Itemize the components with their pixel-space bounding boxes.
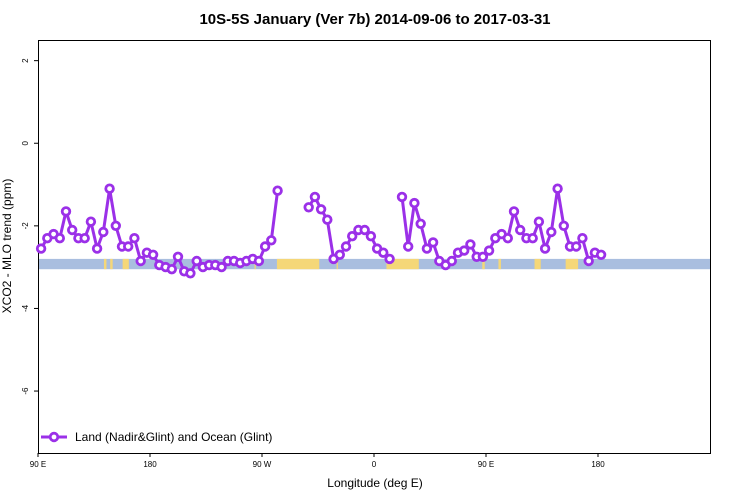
data-point (315, 204, 327, 215)
land-segment (565, 258, 579, 270)
chart-title: 10S-5S January (Ver 7b) 2014-09-06 to 20… (199, 11, 550, 28)
y-tick-label: -2 (21, 222, 30, 230)
surface-band (38, 258, 710, 270)
land-segment (110, 258, 113, 270)
data-point (515, 224, 526, 236)
data-point (60, 206, 72, 217)
x-tick-label: 90 E (30, 460, 46, 469)
data-point (166, 264, 177, 275)
data-point (446, 255, 457, 267)
data-point (303, 202, 314, 213)
data-point (309, 191, 321, 203)
data-point (216, 261, 227, 273)
x-tick-label: 180 (591, 460, 605, 469)
y-tick-label: 2 (21, 58, 30, 63)
data-point (185, 268, 196, 279)
data-point (533, 216, 545, 227)
data-point (558, 220, 569, 231)
land-segment (482, 258, 485, 270)
data-point (409, 197, 420, 209)
legend-marker (48, 431, 60, 443)
data-point (365, 230, 377, 242)
data-point (359, 224, 370, 236)
data-point (347, 230, 358, 242)
data-point (66, 224, 78, 236)
data-point (403, 241, 414, 252)
data-point (483, 245, 495, 256)
data-point (378, 247, 389, 258)
x-tick-label: 180 (143, 460, 157, 469)
legend-label: Land (Nadir&Glint) and Ocean (Glint) (75, 430, 272, 444)
data-point (552, 183, 563, 194)
data-point (129, 232, 140, 244)
data-point (459, 245, 470, 256)
data-point (135, 255, 146, 267)
ocean-band (38, 258, 710, 270)
x-tick-label: 90 W (253, 460, 272, 469)
land-segment (386, 258, 419, 270)
x-tick-label: 0 (372, 460, 377, 469)
data-point (35, 243, 47, 254)
data-point (421, 243, 433, 254)
data-point (595, 249, 607, 260)
data-point (477, 251, 489, 262)
data-point (259, 241, 271, 252)
y-tick-label: 0 (21, 140, 30, 145)
data-point (322, 214, 333, 225)
data-point (571, 241, 582, 252)
data-point (91, 243, 103, 254)
x-axis-label: Longitude (deg E) (327, 476, 422, 490)
land-segment (276, 258, 320, 270)
data-point (546, 226, 557, 238)
axis-ticks: 90 E 180 90 W 0 90 E 180 2 0 -2 -4 -6 (21, 58, 605, 469)
legend: Land (Nadir&Glint) and Ocean (Glint) (41, 430, 272, 444)
data-point (85, 216, 97, 227)
land-segment (336, 258, 338, 270)
data-point (110, 220, 121, 231)
data-point (98, 226, 109, 238)
y-tick-label: -6 (21, 387, 30, 395)
data-point (539, 243, 551, 254)
data-point (384, 253, 395, 265)
data-point (104, 183, 115, 194)
data-point (583, 255, 594, 267)
data-point (266, 235, 277, 246)
y-tick-label: -4 (21, 304, 30, 312)
data-point (508, 206, 520, 217)
data-point (340, 241, 352, 252)
land-segment (103, 258, 107, 270)
land-segment (498, 258, 501, 270)
data-series (35, 183, 607, 279)
data-point (415, 218, 426, 229)
data-point (172, 251, 184, 262)
land-segment (122, 258, 129, 270)
data-point (253, 255, 265, 267)
data-point (527, 232, 538, 244)
y-axis-label: XCO2 - MLO trend (ppm) (0, 179, 14, 314)
data-point (272, 185, 283, 196)
data-point (54, 232, 65, 244)
data-point (502, 232, 513, 244)
data-point (191, 255, 202, 267)
data-point (465, 239, 476, 250)
data-point (577, 232, 588, 244)
series-line (400, 187, 602, 267)
x-tick-label: 90 E (478, 460, 494, 469)
data-point (396, 191, 408, 203)
data-point (334, 249, 345, 260)
land-segment (534, 258, 541, 270)
data-point (122, 241, 134, 252)
data-point (427, 237, 439, 248)
data-point (79, 232, 90, 244)
data-point (147, 249, 159, 260)
